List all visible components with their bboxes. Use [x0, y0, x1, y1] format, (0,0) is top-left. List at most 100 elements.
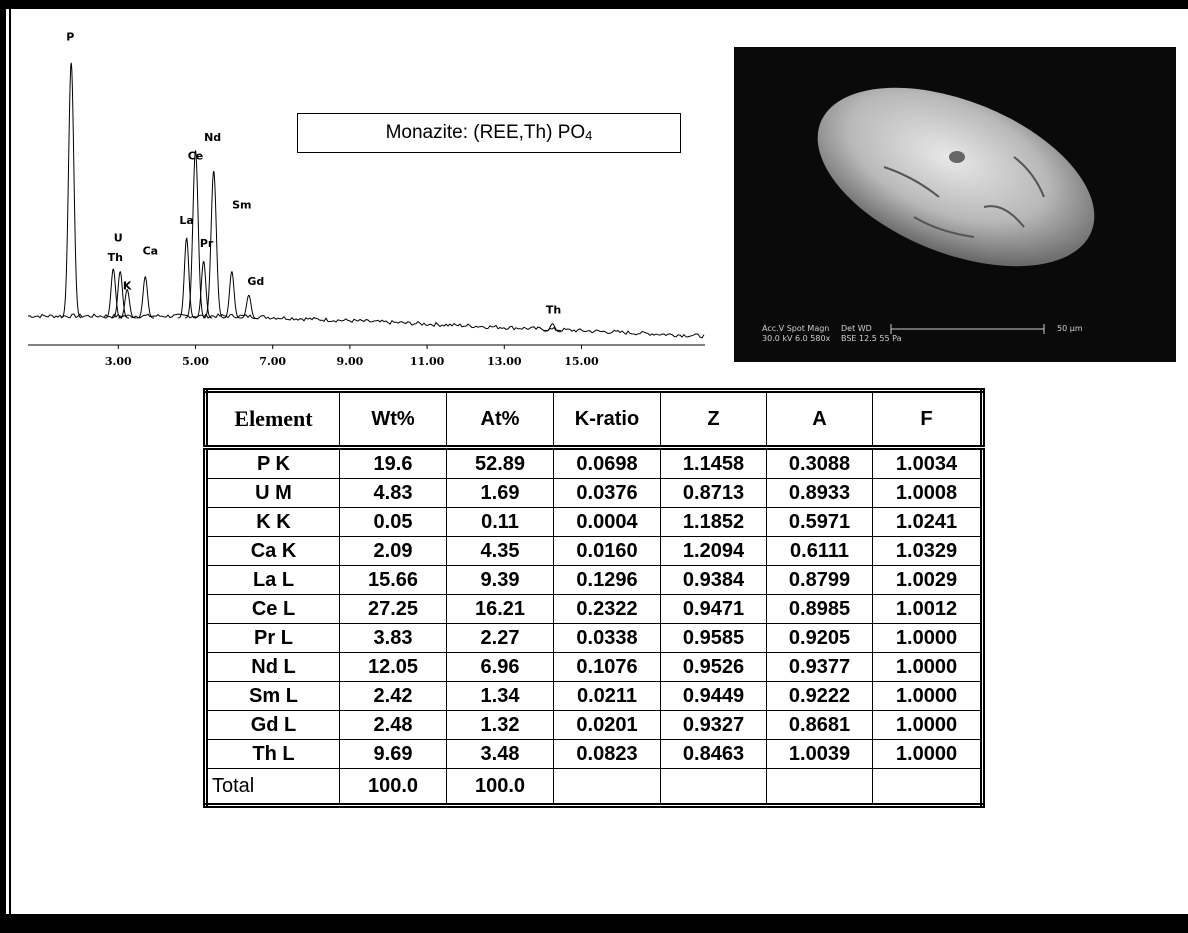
- table-cell: 0.9327: [661, 711, 767, 740]
- peak-label: Ce: [188, 149, 204, 162]
- peak-label: Ca: [143, 245, 159, 258]
- table-cell: 0.6111: [767, 537, 873, 566]
- table-cell: Sm L: [206, 682, 340, 711]
- table-cell: 1.0029: [873, 566, 983, 595]
- column-header: F: [873, 391, 983, 448]
- table-cell: La L: [206, 566, 340, 595]
- table-cell: 15.66: [340, 566, 447, 595]
- table-cell: 0.1296: [554, 566, 661, 595]
- peak-label: Sm: [232, 199, 251, 212]
- table-cell: Pr L: [206, 624, 340, 653]
- table-cell: 9.69: [340, 740, 447, 769]
- table-cell: 2.42: [340, 682, 447, 711]
- table-cell: 0.9449: [661, 682, 767, 711]
- table-cell: 0.2322: [554, 595, 661, 624]
- table-cell: 27.25: [340, 595, 447, 624]
- table-cell: 6.96: [447, 653, 554, 682]
- table-cell: Nd L: [206, 653, 340, 682]
- table-cell: 0.9585: [661, 624, 767, 653]
- table-cell: 1.34: [447, 682, 554, 711]
- table-cell: Th L: [206, 740, 340, 769]
- column-header: A: [767, 391, 873, 448]
- image-caption: Det WD: [841, 324, 872, 333]
- table-cell: 16.21: [447, 595, 554, 624]
- table-cell: 2.27: [447, 624, 554, 653]
- peak: [137, 277, 155, 318]
- table-cell: 1.69: [447, 479, 554, 508]
- table-cell: [661, 769, 767, 806]
- table-cell: 0.0211: [554, 682, 661, 711]
- table-cell: 0.9377: [767, 653, 873, 682]
- table-cell: 0.0004: [554, 508, 661, 537]
- table-cell: 1.0000: [873, 740, 983, 769]
- table-cell: [767, 769, 873, 806]
- table-row: K K0.050.110.00041.18520.59711.0241: [206, 508, 983, 537]
- table-cell: K K: [206, 508, 340, 537]
- table-cell: 1.0039: [767, 740, 873, 769]
- table-cell: 0.8681: [767, 711, 873, 740]
- peak-label: U: [114, 232, 123, 245]
- table-cell: 1.0000: [873, 682, 983, 711]
- table-cell: 0.5971: [767, 508, 873, 537]
- formula-text: Monazite: (REE,Th) PO: [386, 122, 586, 143]
- table-cell: 0.8713: [661, 479, 767, 508]
- peak: [185, 150, 206, 318]
- sem-image: Acc.V Spot Magn 30.0 kV 6.0 580x Det WD …: [734, 47, 1176, 362]
- table-cell: 12.05: [340, 653, 447, 682]
- x-tick-label: 3.00: [105, 355, 132, 368]
- table-cell: 0.1076: [554, 653, 661, 682]
- scale-label: 50 µm: [1057, 324, 1083, 333]
- table-cell: 1.0034: [873, 448, 983, 479]
- column-header: Z: [661, 391, 767, 448]
- table-cell: [873, 769, 983, 806]
- column-header: At%: [447, 391, 554, 448]
- table-cell: Ca K: [206, 537, 340, 566]
- grain-pit: [949, 151, 965, 163]
- table-cell: 3.83: [340, 624, 447, 653]
- table-cell: 0.0201: [554, 711, 661, 740]
- column-header: K-ratio: [554, 391, 661, 448]
- table-cell: 2.09: [340, 537, 447, 566]
- peak-label: Pr: [200, 237, 214, 250]
- table-cell: 0.9384: [661, 566, 767, 595]
- table-cell: 52.89: [447, 448, 554, 479]
- table-cell: 100.0: [447, 769, 554, 806]
- peak-label: K: [123, 280, 132, 293]
- table-cell: 0.05: [340, 508, 447, 537]
- spectrum-chart: 3.005.007.009.0011.0013.0015.00PThUKCaLa…: [0, 0, 720, 380]
- table-cell: 0.9471: [661, 595, 767, 624]
- results-table: ElementWt%At%K-ratioZAF P K19.652.890.06…: [203, 388, 985, 808]
- peak-label: La: [179, 214, 193, 227]
- x-tick-label: 11.00: [410, 355, 445, 368]
- table-cell: 3.48: [447, 740, 554, 769]
- table-cell: 0.9222: [767, 682, 873, 711]
- image-caption: BSE 12.5 55 Pa: [841, 334, 902, 343]
- table-cell: 1.0329: [873, 537, 983, 566]
- table-cell: 1.0000: [873, 624, 983, 653]
- peak: [223, 272, 241, 318]
- table-cell: 0.9526: [661, 653, 767, 682]
- table-cell: 4.83: [340, 479, 447, 508]
- total-row: Total100.0100.0: [206, 769, 983, 806]
- table-cell: Total: [206, 769, 340, 806]
- table-cell: 1.1458: [661, 448, 767, 479]
- peak: [178, 238, 196, 318]
- image-caption: 30.0 kV 6.0 580x: [762, 334, 831, 343]
- table-cell: 1.0012: [873, 595, 983, 624]
- table-cell: [554, 769, 661, 806]
- table-cell: 0.0338: [554, 624, 661, 653]
- peak: [61, 63, 82, 318]
- peak-label: Th: [108, 251, 123, 264]
- table-cell: 1.2094: [661, 537, 767, 566]
- table-cell: 1.0008: [873, 479, 983, 508]
- table-cell: Ce L: [206, 595, 340, 624]
- column-header: Wt%: [340, 391, 447, 448]
- table-cell: 4.35: [447, 537, 554, 566]
- formula-subscript: 4: [585, 128, 592, 143]
- table-cell: Gd L: [206, 711, 340, 740]
